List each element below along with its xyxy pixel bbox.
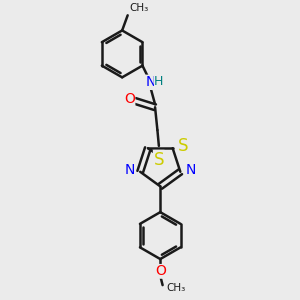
Text: O: O bbox=[124, 92, 135, 106]
Text: CH₃: CH₃ bbox=[129, 3, 148, 13]
Text: S: S bbox=[178, 137, 188, 155]
Text: N: N bbox=[124, 163, 135, 177]
Text: N: N bbox=[186, 163, 196, 177]
Text: CH₃: CH₃ bbox=[167, 283, 186, 293]
Text: H: H bbox=[154, 75, 164, 88]
Text: S: S bbox=[154, 151, 164, 169]
Text: N: N bbox=[146, 75, 156, 89]
Text: O: O bbox=[155, 264, 166, 278]
